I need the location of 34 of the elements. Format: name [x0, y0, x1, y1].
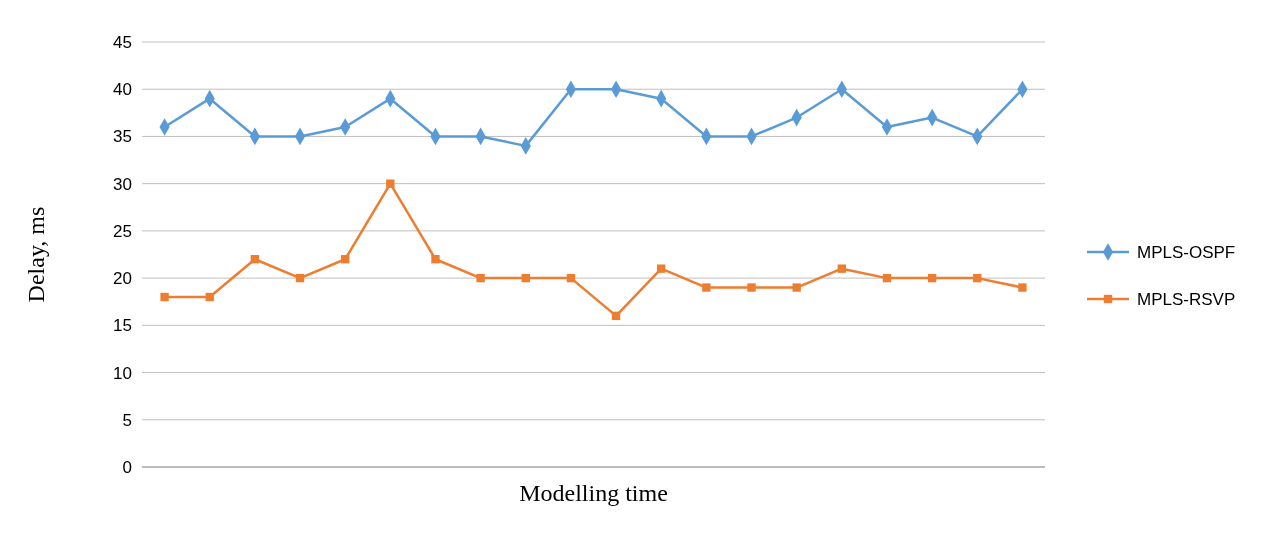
legend-label: MPLS-RSVP [1137, 289, 1236, 309]
legend-label: MPLS-OSPF [1137, 242, 1236, 262]
y-tick-label: 20 [113, 269, 132, 289]
y-tick-label: 10 [113, 363, 132, 383]
point [837, 264, 847, 273]
point [566, 273, 576, 283]
point [205, 292, 214, 302]
y-tick-label: 35 [113, 127, 132, 147]
point [250, 255, 260, 264]
y-tick-label: 45 [113, 32, 132, 52]
y-tick-label: 30 [113, 174, 132, 194]
y-tick-label: 0 [122, 457, 132, 477]
point [160, 292, 169, 302]
x-axis-title: Modelling time [519, 480, 668, 506]
point [657, 264, 666, 273]
point [1018, 283, 1027, 292]
point [521, 273, 530, 283]
y-tick-label: 5 [122, 410, 132, 430]
y-tick-label: 25 [113, 221, 132, 241]
point [747, 283, 756, 292]
y-axis-title: Delay, ms [23, 206, 49, 303]
point [386, 179, 395, 188]
point [295, 273, 305, 283]
point [431, 255, 440, 264]
point [340, 255, 350, 264]
y-tick-label: 15 [113, 316, 132, 336]
point [792, 283, 801, 292]
point [882, 273, 892, 283]
y-tick-label: 40 [113, 80, 132, 100]
point [611, 311, 621, 321]
point [702, 283, 711, 292]
point [476, 273, 485, 283]
point [973, 273, 982, 283]
point [927, 273, 937, 283]
